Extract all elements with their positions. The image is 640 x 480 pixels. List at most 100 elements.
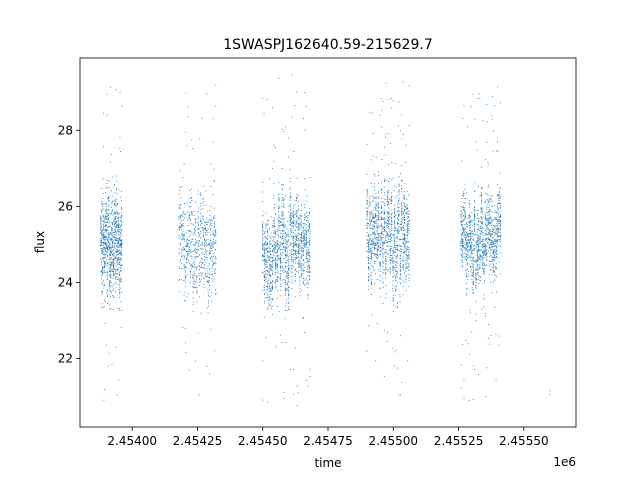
data-point	[104, 239, 106, 241]
data-point	[404, 214, 406, 216]
data-point	[397, 222, 398, 224]
data-point	[398, 213, 400, 215]
data-point	[121, 200, 122, 202]
data-point	[117, 257, 119, 259]
data-point	[182, 226, 184, 228]
data-point	[109, 239, 111, 241]
data-point	[215, 258, 217, 259]
data-point	[202, 218, 204, 220]
data-point	[399, 261, 401, 263]
data-point	[191, 211, 192, 213]
data-point	[478, 250, 479, 252]
data-point	[463, 230, 464, 232]
data-point	[197, 248, 199, 250]
data-point	[281, 215, 283, 216]
data-point	[372, 221, 374, 223]
data-point	[396, 230, 398, 232]
data-point	[276, 276, 278, 278]
data-point	[118, 237, 120, 239]
data-point	[186, 259, 187, 261]
data-point	[462, 242, 464, 244]
chart-title: 1SWASPJ162640.59-215629.7	[223, 37, 432, 53]
data-point	[280, 290, 282, 291]
data-point	[201, 117, 203, 119]
data-point	[289, 221, 291, 223]
data-point	[264, 289, 266, 291]
data-point	[401, 245, 402, 247]
data-point	[294, 204, 296, 206]
data-point	[212, 263, 214, 265]
data-point	[283, 215, 285, 217]
data-point	[280, 259, 282, 261]
data-point	[481, 192, 482, 193]
data-point	[181, 239, 183, 241]
data-point	[381, 238, 383, 240]
data-point	[268, 252, 270, 254]
data-point	[483, 251, 485, 253]
data-point	[113, 217, 115, 219]
data-point	[286, 277, 288, 279]
data-point	[379, 240, 381, 242]
data-point	[462, 240, 464, 242]
data-point	[101, 270, 102, 272]
data-point	[404, 235, 405, 237]
data-point	[479, 249, 481, 251]
data-point	[120, 218, 122, 220]
data-point	[464, 257, 466, 259]
data-point	[404, 183, 406, 185]
data-point	[117, 254, 119, 256]
data-point	[399, 255, 401, 257]
data-point	[108, 247, 110, 249]
data-point	[406, 231, 408, 232]
data-point	[117, 263, 119, 265]
data-point	[109, 250, 111, 252]
data-point	[201, 223, 203, 224]
data-point	[278, 205, 280, 207]
data-point	[461, 238, 463, 240]
data-point	[104, 254, 106, 256]
data-point	[283, 267, 285, 269]
data-point	[388, 217, 390, 219]
data-point	[179, 260, 181, 262]
data-point	[307, 265, 309, 266]
data-point	[106, 233, 108, 235]
data-point	[479, 249, 481, 251]
data-point	[307, 215, 309, 217]
data-point	[480, 233, 482, 235]
data-point	[385, 268, 387, 270]
data-point	[102, 216, 104, 217]
data-point	[215, 242, 216, 243]
data-point	[301, 254, 303, 256]
data-point	[471, 286, 473, 288]
data-point	[408, 85, 410, 87]
data-point	[473, 234, 475, 236]
data-point	[265, 244, 267, 246]
data-point	[376, 254, 378, 256]
data-point	[398, 214, 400, 216]
data-point	[119, 278, 121, 280]
data-point	[101, 271, 103, 273]
data-point	[388, 246, 390, 248]
data-point	[385, 273, 387, 275]
data-point	[186, 254, 188, 256]
data-point	[390, 234, 391, 236]
data-point	[482, 247, 484, 249]
data-point	[205, 272, 207, 274]
data-point	[464, 202, 466, 204]
data-point	[190, 218, 191, 220]
data-point	[299, 233, 301, 235]
data-point	[115, 290, 117, 292]
data-point	[378, 233, 380, 235]
data-point	[403, 243, 404, 244]
data-point	[462, 251, 463, 253]
data-point	[119, 284, 121, 286]
data-point	[473, 277, 474, 279]
data-point	[389, 215, 391, 217]
data-point	[370, 278, 372, 280]
data-point	[464, 213, 466, 215]
data-point	[110, 291, 112, 293]
data-point	[376, 233, 378, 235]
data-point	[369, 211, 371, 213]
data-point	[378, 232, 380, 234]
data-point	[478, 186, 479, 187]
